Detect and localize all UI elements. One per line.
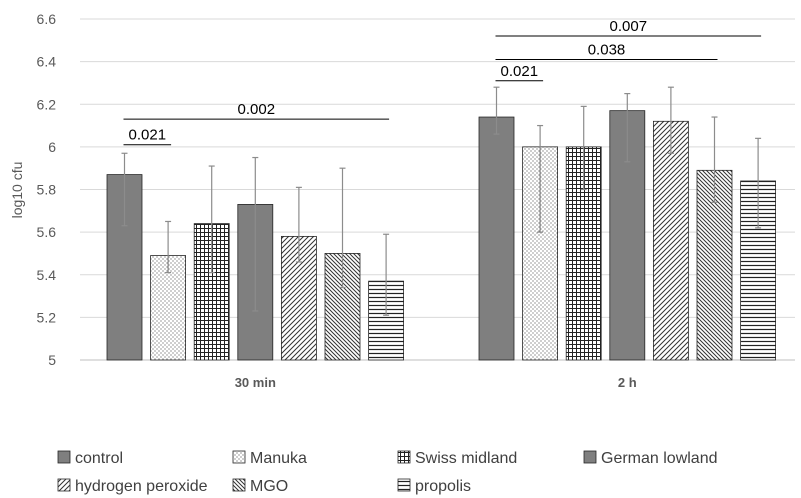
legend-label: control	[75, 450, 123, 467]
error-bar-german-lowland-30-min	[252, 156, 259, 312]
legend-label: Swiss midland	[415, 450, 517, 467]
y-tick-label: 5.4	[37, 267, 57, 283]
legend-swatch	[232, 478, 246, 492]
legend-item-german-lowland: German lowland	[583, 450, 718, 467]
legend-swatch	[397, 450, 411, 464]
legend-label: Manuka	[250, 450, 307, 467]
y-tick-label: 6	[48, 139, 56, 155]
y-tick-label: 6.6	[37, 11, 57, 27]
y-axis-ticks: 5 5.2 5.4 5.6 5.8 6 6.2 6.4 6.6	[37, 11, 57, 368]
p-value-label: 0.021	[129, 127, 167, 144]
y-axis-label: log10 cfu	[9, 162, 25, 219]
legend-swatch	[57, 478, 71, 492]
significance-annotations: 0.021 0.002 0.021 0.038 0.007	[123, 18, 762, 146]
error-bar-swiss-midland-30-min	[208, 165, 215, 274]
legend-label: hydrogen peroxide	[75, 478, 208, 495]
bar-swiss-midland-30-min	[193, 223, 230, 361]
significance-bracket: 0.021	[495, 63, 544, 82]
legend-label: German lowland	[601, 450, 718, 467]
legend-item-manuka: Manuka	[232, 450, 307, 467]
error-bar-propolis-30-min	[383, 233, 390, 316]
significance-bracket: 0.007	[495, 18, 762, 37]
error-bar-german-lowland-2-h	[624, 92, 631, 163]
legend-swatch	[583, 450, 597, 464]
error-bars	[121, 86, 762, 316]
y-tick-label: 6.4	[37, 54, 57, 70]
legend: control Manuka Swiss midland German lowland…	[57, 450, 718, 495]
error-bar-propolis-2-h	[755, 137, 762, 229]
error-bar-swiss-midland-2-h	[580, 105, 587, 191]
y-tick-label: 5.6	[37, 224, 57, 240]
error-bar-mgo-30-min	[339, 167, 346, 289]
legend-item-hydrogen-peroxide: hydrogen peroxide	[57, 478, 208, 495]
bar-control-2-h	[478, 116, 515, 361]
legend-swatch	[232, 450, 246, 464]
p-value-label: 0.038	[588, 41, 626, 58]
error-bar-manuka-30-min	[165, 220, 172, 274]
significance-bracket: 0.038	[495, 41, 718, 60]
significance-bracket: 0.021	[123, 127, 172, 146]
error-bar-hydrogen-peroxide-30-min	[295, 186, 302, 263]
error-bar-mgo-2-h	[711, 116, 718, 203]
y-tick-label: 6.2	[37, 96, 57, 112]
x-category-label: 2 h	[618, 375, 637, 390]
legend-item-mgo: MGO	[232, 478, 288, 495]
legend-item-control: control	[57, 450, 123, 467]
legend-label: MGO	[250, 478, 288, 495]
error-bar-manuka-2-h	[537, 124, 544, 233]
bar-hydrogen-peroxide-2-h	[653, 120, 689, 361]
error-bar-control-2-h	[493, 86, 500, 135]
legend-item-propolis: propolis	[397, 478, 471, 495]
legend-swatch	[57, 450, 71, 464]
p-value-label: 0.021	[501, 63, 539, 80]
significance-bracket: 0.002	[123, 101, 390, 120]
y-tick-label: 5	[48, 352, 56, 368]
error-bar-control-30-min	[121, 152, 128, 227]
y-tick-label: 5.8	[37, 182, 57, 198]
legend-swatch	[397, 478, 411, 492]
bars	[106, 110, 776, 361]
x-axis-categories: 30 min 2 h	[235, 375, 637, 390]
x-category-label: 30 min	[235, 375, 276, 390]
y-tick-label: 5.2	[37, 309, 57, 325]
legend-label: propolis	[415, 478, 471, 495]
error-bar-hydrogen-peroxide-2-h	[667, 86, 674, 154]
p-value-label: 0.002	[238, 101, 276, 118]
legend-item-swiss-midland: Swiss midland	[397, 450, 517, 467]
p-value-label: 0.007	[610, 18, 648, 35]
